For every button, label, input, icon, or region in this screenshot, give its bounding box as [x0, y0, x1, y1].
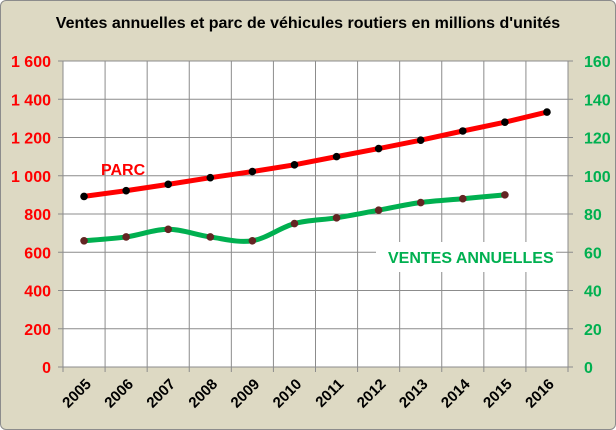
x-tick-label: 2009	[228, 376, 264, 412]
data-point	[80, 236, 88, 245]
y-left-tick-label: 1 400	[11, 92, 51, 109]
x-tick-label: 2014	[438, 375, 474, 411]
data-point	[248, 167, 257, 176]
data-point	[416, 198, 425, 207]
data-point	[164, 180, 173, 189]
data-point	[501, 118, 509, 126]
data-point	[80, 192, 88, 201]
data-point	[290, 219, 299, 228]
series-line-0	[81, 109, 550, 199]
y-right-tick-label: 60	[584, 245, 602, 262]
data-point	[122, 233, 130, 241]
y-left-tick-label: 800	[24, 207, 51, 224]
y-right-tick-label: 40	[584, 284, 602, 301]
y-right-tick-label: 100	[584, 169, 611, 186]
y-right-tick-label: 80	[584, 207, 602, 224]
y-left-tick-label: 0	[42, 360, 51, 377]
data-point	[458, 194, 467, 203]
data-point	[164, 225, 173, 234]
data-point	[206, 173, 215, 182]
y-left-tick-label: 200	[24, 322, 51, 339]
data-point	[206, 233, 215, 241]
chart-title: Ventes annuelles et parc de véhicules ro…	[55, 15, 561, 32]
x-tick-label: 2008	[185, 376, 221, 412]
y-left-tick-label: 600	[24, 245, 51, 262]
x-tick-label: 2016	[522, 376, 558, 412]
series-label-parc: PARC	[101, 162, 146, 179]
data-point	[416, 136, 425, 144]
y-left-tick-label: 1 200	[11, 131, 51, 148]
y-right-tick-label: 140	[584, 92, 611, 109]
y-right-tick-label: 0	[584, 360, 593, 377]
data-point	[332, 152, 341, 161]
data-point	[458, 127, 467, 135]
data-point	[501, 191, 509, 199]
series-label-ventes: VENTES ANNUELLES	[388, 250, 554, 267]
x-tick-label: 2013	[396, 376, 432, 412]
data-point	[374, 206, 383, 214]
data-point	[122, 186, 130, 195]
y-left-tick-label: 1 000	[11, 169, 51, 186]
data-point	[374, 144, 383, 153]
y-left-tick-label: 400	[24, 284, 51, 301]
x-tick-label: 2007	[143, 376, 179, 412]
x-tick-label: 2005	[59, 376, 95, 412]
x-tick-label: 2012	[354, 376, 390, 412]
data-point	[290, 161, 299, 169]
y-right-tick-label: 20	[584, 322, 602, 339]
y-right-tick-label: 120	[584, 131, 611, 148]
x-tick-label: 2010	[270, 376, 306, 412]
x-tick-label: 2015	[480, 376, 516, 412]
data-point	[332, 214, 341, 222]
data-point	[248, 236, 257, 245]
x-tick-label: 2011	[312, 376, 347, 411]
y-left-tick-label: 1 600	[11, 54, 51, 71]
series-label-bg	[376, 242, 556, 272]
y-right-tick-label: 160	[584, 54, 611, 71]
x-tick-label: 2006	[101, 376, 137, 412]
data-point	[543, 108, 551, 116]
